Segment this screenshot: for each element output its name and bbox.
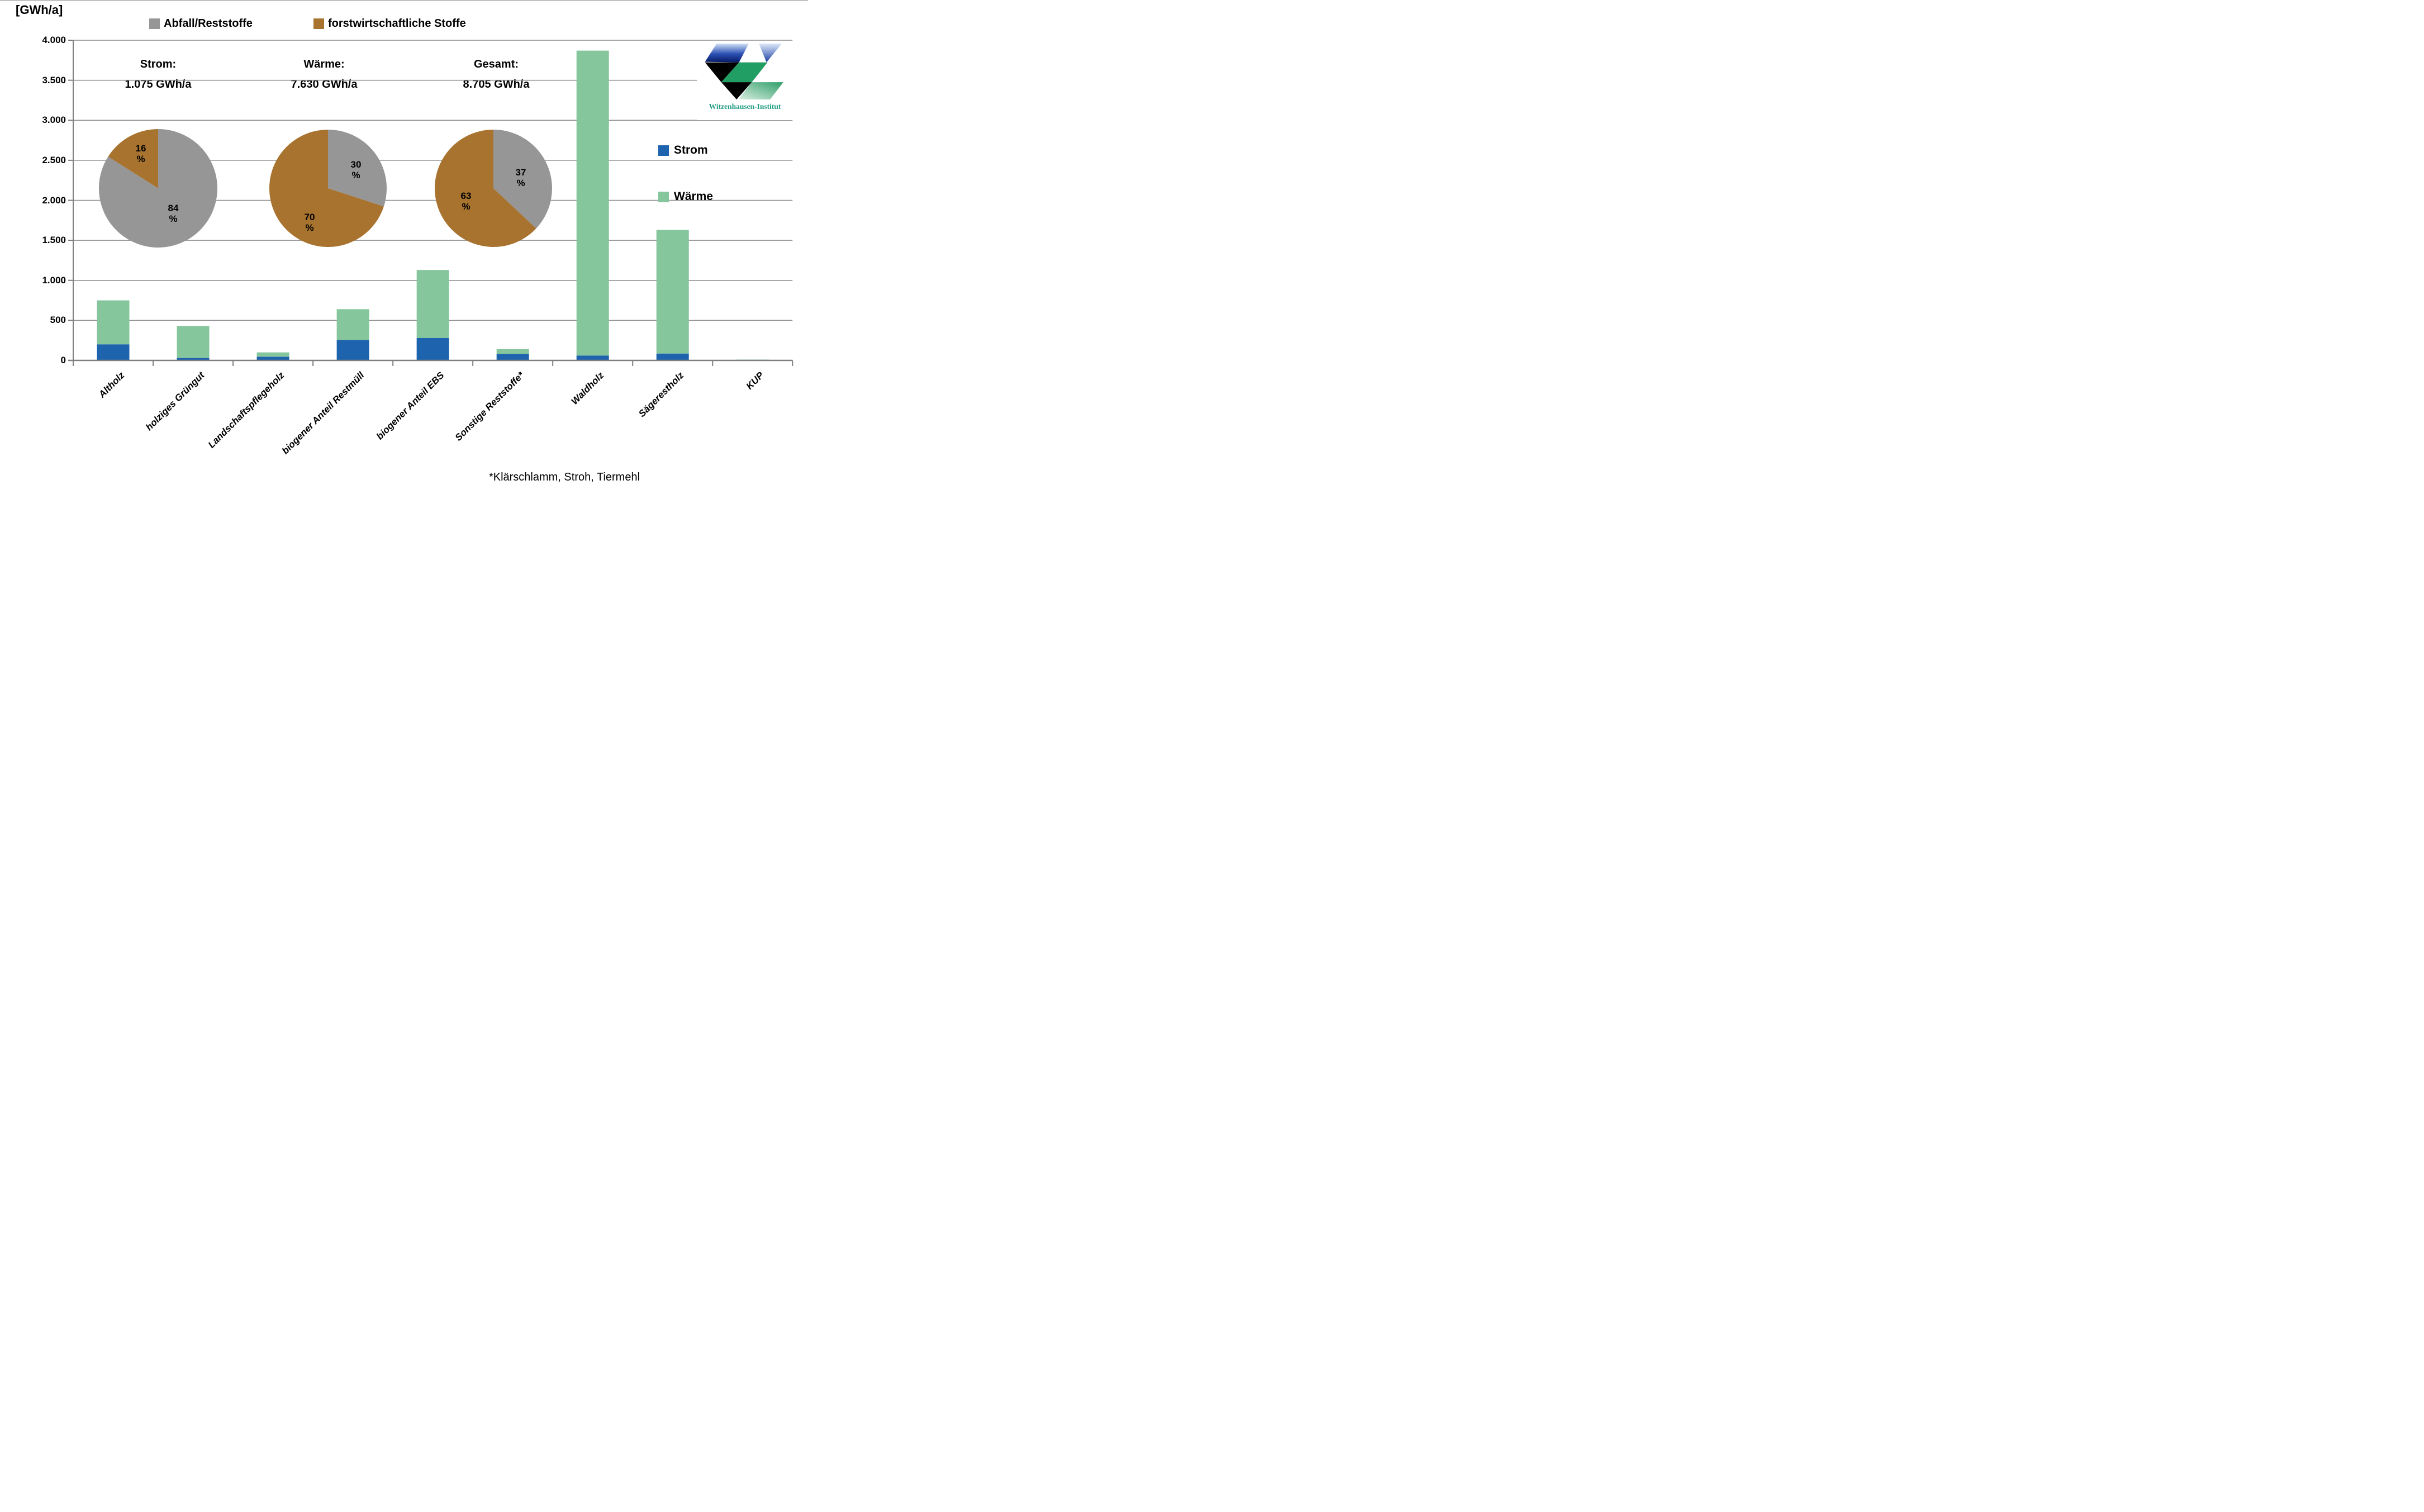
forst-legend-label: forstwirtschaftliche Stoffe xyxy=(328,17,466,30)
bar-strom-2 xyxy=(256,356,289,360)
pie-legend-item-abfall: Abfall/Reststoffe xyxy=(149,17,253,30)
pie-2-percent-label-abfall: 37% xyxy=(515,167,526,188)
pie-0-percent-label-abfall: 84% xyxy=(168,203,179,224)
summary-strom-title: Strom: xyxy=(140,58,177,70)
pie-2-slice-forst xyxy=(435,129,536,247)
pie-1-slice-forst xyxy=(269,129,384,247)
y-tick-label-3.000: 3.000 xyxy=(42,115,66,126)
bar-waerme-2 xyxy=(256,352,289,357)
y-axis-unit-label: [GWh/a] xyxy=(16,3,63,17)
bar-waerme-0 xyxy=(97,300,130,345)
pie-legend-item-forst: forstwirtschaftliche Stoffe xyxy=(313,17,466,30)
y-tick-label-500: 500 xyxy=(50,315,66,326)
series-legend-waerme: Wärme xyxy=(658,190,713,203)
pie-2-percent-label-forst: 63% xyxy=(460,191,472,212)
strom-legend-swatch xyxy=(658,145,669,156)
bar-waerme-4 xyxy=(416,270,449,338)
witzenhausen-logo-text: Witzenhausen-Institut xyxy=(709,102,781,111)
summary-gesamt-title: Gesamt: xyxy=(473,58,519,70)
pie-1-percent-label-abfall: 30% xyxy=(350,159,362,180)
strom-legend-label: Strom xyxy=(674,144,708,156)
bar-strom-1 xyxy=(177,358,210,360)
bar-strom-5 xyxy=(496,354,529,360)
summary-strom-value: 1.075 GWh/a xyxy=(125,78,192,91)
footnote: *Klärschlamm, Stroh, Tiermehl xyxy=(488,471,640,483)
pie-1-percent-label-forst: 70% xyxy=(304,212,315,233)
bar-strom-0 xyxy=(97,344,130,360)
bar-waerme-7 xyxy=(656,230,689,354)
bar-waerme-3 xyxy=(336,309,369,340)
slide-canvas: [GWh/a] Abfall/Reststoffe forstwirtschaf… xyxy=(0,0,808,505)
witzenhausen-institut-logo: Witzenhausen-Institut xyxy=(697,43,793,120)
summary-waerme-value: 7.630 GWh/a xyxy=(291,78,358,91)
y-tick-label-0: 0 xyxy=(60,355,66,365)
pie-0-percent-label-forst: 16% xyxy=(135,143,146,164)
y-tick-label-4.000: 4.000 xyxy=(42,35,66,45)
abfall-legend-swatch xyxy=(149,18,160,29)
summary-waerme-title: Wärme: xyxy=(303,58,345,70)
witzenhausen-logo-icon xyxy=(705,43,783,100)
summary-strom: Strom: 1.075 GWh/a xyxy=(74,58,242,91)
pie-0-slice-forst xyxy=(108,129,158,188)
pie-1-slice-abfall xyxy=(328,130,387,207)
series-legend-strom: Strom xyxy=(658,144,708,157)
stacked-bar-chart-plot xyxy=(68,40,793,366)
summary-waerme: Wärme: 7.630 GWh/a xyxy=(240,58,408,91)
bar-strom-7 xyxy=(656,353,689,360)
bar-waerme-5 xyxy=(496,349,529,354)
waerme-legend-label: Wärme xyxy=(674,190,714,203)
forst-legend-swatch xyxy=(313,18,324,29)
bar-strom-4 xyxy=(416,337,449,360)
summary-gesamt-value: 8.705 GWh/a xyxy=(463,78,530,91)
abfall-legend-label: Abfall/Reststoffe xyxy=(164,17,253,30)
bar-strom-3 xyxy=(336,340,369,360)
bar-waerme-6 xyxy=(576,50,609,356)
y-tick-label-1.000: 1.000 xyxy=(42,274,66,286)
summary-gesamt: Gesamt: 8.705 GWh/a xyxy=(412,58,580,91)
y-tick-label-2.000: 2.000 xyxy=(42,194,66,206)
y-tick-label-1.500: 1.500 xyxy=(42,235,66,246)
bar-strom-6 xyxy=(576,355,609,360)
y-tick-label-3.500: 3.500 xyxy=(42,74,66,85)
bar-waerme-1 xyxy=(177,326,210,358)
y-tick-label-2.500: 2.500 xyxy=(42,154,66,165)
waerme-legend-swatch xyxy=(658,191,669,202)
pie-2-slice-abfall xyxy=(493,130,552,229)
